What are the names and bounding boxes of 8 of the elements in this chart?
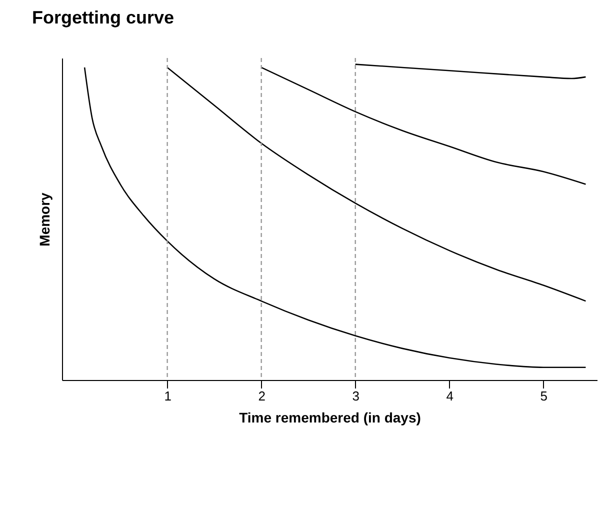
x-tick-label: 2 — [258, 388, 266, 404]
x-tick-label: 4 — [446, 388, 454, 404]
chart-title: Forgetting curve — [32, 7, 174, 28]
x-axis-title: Time remembered (in days) — [239, 410, 421, 426]
x-tick-label: 1 — [164, 388, 172, 404]
y-axis-title: Memory — [36, 192, 52, 246]
x-tick-label: 5 — [540, 388, 548, 404]
x-tick-label: 3 — [352, 388, 360, 404]
